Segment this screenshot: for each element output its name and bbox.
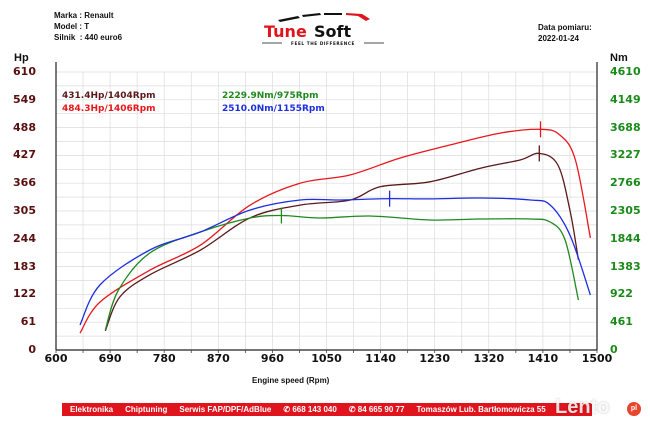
footer-phone-2: ✆ 84 665 90 77: [348, 405, 405, 414]
right-axis-tick-label: 3227: [610, 148, 641, 162]
left-axis-tick-label: 305: [13, 204, 36, 217]
footer-address: Tomaszów Lub. Bartłomowicza 55: [416, 405, 546, 414]
tunesoft-logo: Tune Soft FEEL THE DIFFERENCE: [262, 13, 384, 46]
lento-watermark: Lento: [555, 396, 610, 418]
footer-item: Elektronika: [70, 405, 114, 414]
footer-phone-1: ✆ 668 143 040: [283, 405, 337, 414]
right-axis-tick-label: 922: [610, 287, 633, 301]
legend-power-after: 484.3Hp/1406Rpm: [62, 104, 156, 114]
left-axis-tick-label: 244: [13, 231, 36, 245]
left-axis-tick-label: 183: [13, 259, 36, 273]
x-axis-tick-label: 1410: [527, 352, 559, 365]
left-axis-tick-label: 366: [13, 176, 36, 190]
power-before-curve: [104, 152, 580, 332]
left-axis-tick-label: 427: [13, 148, 36, 162]
right-axis-tick-label: 3688: [610, 120, 641, 134]
footer-item: Serwis FAP/DPF/AdBlue: [179, 405, 272, 414]
x-axis-tick-label: 1140: [365, 352, 396, 365]
x-axis-tick-label: 1230: [419, 352, 450, 365]
vehicle-info: Marka : Renault Model : T Silnik : 440 e…: [54, 10, 122, 43]
svg-text:FEEL THE DIFFERENCE: FEEL THE DIFFERENCE: [291, 41, 355, 46]
power-after-curve: [79, 128, 592, 334]
left-axis-unit: Hp: [14, 52, 29, 64]
right-axis-tick-label: 4610: [610, 65, 641, 78]
legend-torque-before: 2229.9Nm/975Rpm: [222, 91, 319, 101]
left-axis-tick-label: 0: [28, 343, 36, 356]
x-axis-tick-label: 1050: [311, 352, 342, 365]
x-axis-label: Engine speed (Rpm): [252, 376, 330, 385]
right-axis-tick-label: 4149: [610, 92, 641, 106]
torque-before-curve: [104, 214, 580, 331]
measurement-date: Data pomiaru: 2022-01-24: [538, 22, 592, 44]
x-axis-tick-label: 1320: [473, 352, 505, 365]
right-axis-tick-label: 1844: [610, 231, 641, 245]
left-axis-tick-label: 549: [13, 92, 36, 106]
right-axis-tick-label: 2766: [610, 176, 641, 190]
x-axis-tick-label: 1500: [581, 352, 613, 365]
left-axis-tick-label: 488: [13, 120, 36, 134]
svg-text:Soft: Soft: [314, 22, 351, 41]
x-axis-tick-label: 870: [206, 352, 230, 365]
footer-banner: Elektronika Chiptuning Serwis FAP/DPF/Ad…: [62, 403, 592, 416]
left-axis-tick-label: 61: [20, 315, 36, 329]
x-axis-tick-label: 600: [44, 352, 68, 365]
date-value: 2022-01-24: [538, 34, 579, 43]
right-axis-tick-label: 1383: [610, 259, 641, 273]
svg-text:Tune: Tune: [264, 22, 307, 41]
engine-label: Silnik : 440 euro6: [54, 33, 123, 42]
right-axis-unit: Nm: [610, 52, 628, 64]
legend-power-before: 431.4Hp/1404Rpm: [62, 91, 156, 101]
x-axis-tick-label: 690: [98, 352, 122, 365]
left-axis-tick-label: 610: [13, 65, 36, 78]
left-axis-tick-label: 122: [13, 287, 36, 301]
model-label: Model : T: [54, 22, 90, 31]
date-title: Data pomiaru:: [538, 23, 592, 32]
right-axis-tick-label: 2305: [610, 204, 641, 217]
footer-item: Chiptuning: [125, 405, 168, 414]
right-axis-tick-label: 461: [610, 315, 633, 329]
x-axis-tick-label: 960: [260, 352, 284, 365]
legend-torque-after: 2510.0Nm/1155Rpm: [222, 104, 325, 114]
x-axis-tick-label: 780: [152, 352, 176, 365]
lento-badge-icon: pl: [627, 402, 641, 416]
make-label: Marka : Renault: [54, 11, 114, 20]
torque-after-curve: [79, 197, 592, 326]
right-axis-tick-label: 0: [610, 343, 618, 356]
